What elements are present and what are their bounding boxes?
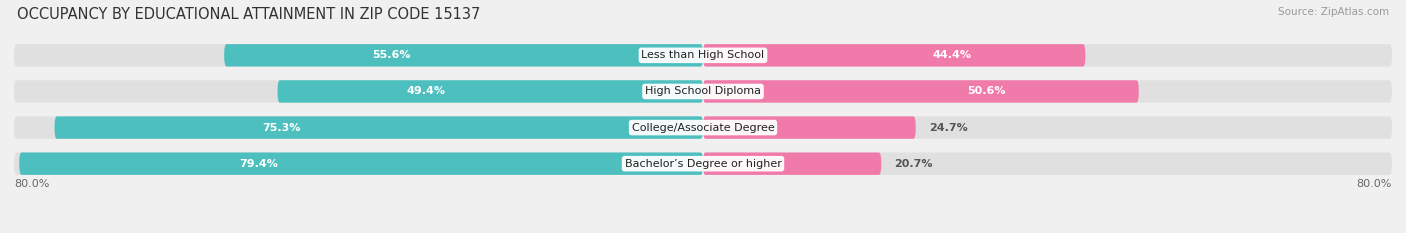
Text: 80.0%: 80.0%: [1357, 179, 1392, 189]
FancyBboxPatch shape: [703, 152, 1392, 175]
FancyBboxPatch shape: [14, 44, 703, 67]
Text: Bachelor’s Degree or higher: Bachelor’s Degree or higher: [624, 159, 782, 169]
FancyBboxPatch shape: [703, 152, 882, 175]
FancyBboxPatch shape: [14, 116, 703, 139]
FancyBboxPatch shape: [14, 80, 703, 103]
Text: High School Diploma: High School Diploma: [645, 86, 761, 96]
Text: Less than High School: Less than High School: [641, 50, 765, 60]
FancyBboxPatch shape: [20, 152, 703, 175]
FancyBboxPatch shape: [703, 116, 915, 139]
FancyBboxPatch shape: [703, 80, 1392, 103]
FancyBboxPatch shape: [55, 116, 703, 139]
FancyBboxPatch shape: [703, 116, 1392, 139]
FancyBboxPatch shape: [277, 80, 703, 103]
Text: Source: ZipAtlas.com: Source: ZipAtlas.com: [1278, 7, 1389, 17]
Text: 24.7%: 24.7%: [928, 123, 967, 133]
FancyBboxPatch shape: [224, 44, 703, 67]
Text: 75.3%: 75.3%: [263, 123, 301, 133]
Text: 44.4%: 44.4%: [932, 50, 972, 60]
FancyBboxPatch shape: [703, 80, 1139, 103]
Text: 20.7%: 20.7%: [894, 159, 932, 169]
Text: 80.0%: 80.0%: [14, 179, 49, 189]
Text: 79.4%: 79.4%: [239, 159, 278, 169]
FancyBboxPatch shape: [14, 152, 703, 175]
FancyBboxPatch shape: [703, 44, 1392, 67]
Text: 50.6%: 50.6%: [967, 86, 1005, 96]
Text: College/Associate Degree: College/Associate Degree: [631, 123, 775, 133]
Text: OCCUPANCY BY EDUCATIONAL ATTAINMENT IN ZIP CODE 15137: OCCUPANCY BY EDUCATIONAL ATTAINMENT IN Z…: [17, 7, 481, 22]
Text: 49.4%: 49.4%: [406, 86, 446, 96]
FancyBboxPatch shape: [703, 44, 1085, 67]
Text: 55.6%: 55.6%: [373, 50, 411, 60]
